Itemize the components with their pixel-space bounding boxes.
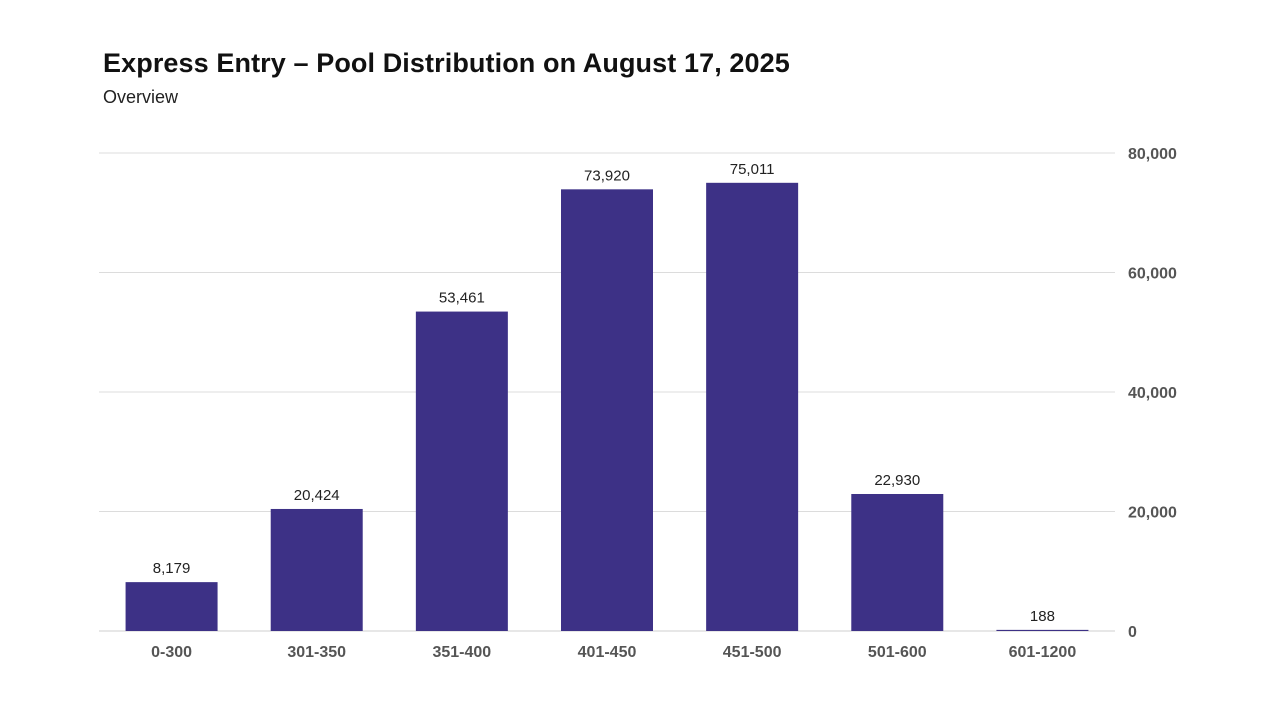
- data-label: 53,461: [439, 290, 485, 307]
- x-tick-label: 451-500: [723, 644, 782, 661]
- x-tick-label: 501-600: [868, 644, 927, 661]
- bar-0-300: [125, 582, 218, 631]
- bar-301-350: [270, 508, 363, 631]
- data-label: 188: [1030, 608, 1055, 625]
- x-axis-ticks: 0-300 301-350 351-400 401-450 451-500 501-600…: [151, 644, 1076, 661]
- bars: [125, 182, 1089, 632]
- x-tick-label: 351-400: [432, 644, 491, 661]
- y-axis-ticks: 0 20,000 40,000 60,000 80,000: [1128, 146, 1177, 641]
- y-tick-label: 80,000: [1128, 146, 1177, 163]
- data-label: 73,920: [584, 167, 630, 184]
- data-label: 22,930: [874, 472, 920, 489]
- x-tick-label: 0-300: [151, 644, 192, 661]
- bar-601-1200: [996, 629, 1089, 631]
- y-tick-label: 40,000: [1128, 385, 1177, 402]
- x-tick-label: 301-350: [287, 644, 346, 661]
- y-tick-label: 20,000: [1128, 505, 1177, 522]
- data-label: 75,011: [730, 161, 775, 178]
- y-tick-label: 0: [1128, 624, 1137, 641]
- data-label: 8,179: [153, 560, 191, 577]
- bar-501-600: [851, 493, 944, 631]
- data-label: 20,424: [294, 487, 340, 504]
- x-tick-label: 601-1200: [1009, 644, 1077, 661]
- y-tick-label: 60,000: [1128, 266, 1177, 283]
- bar-351-400: [415, 311, 508, 631]
- chart-title: Express Entry – Pool Distribution on Aug…: [103, 48, 790, 78]
- bar-451-500: [706, 182, 799, 632]
- bar-401-450: [561, 189, 653, 631]
- data-labels: 8,179 20,424 53,461 73,920 75,011 22,930 188: [153, 161, 1055, 625]
- chart-subtitle: Overview: [103, 87, 179, 107]
- x-tick-label: 401-450: [578, 644, 637, 661]
